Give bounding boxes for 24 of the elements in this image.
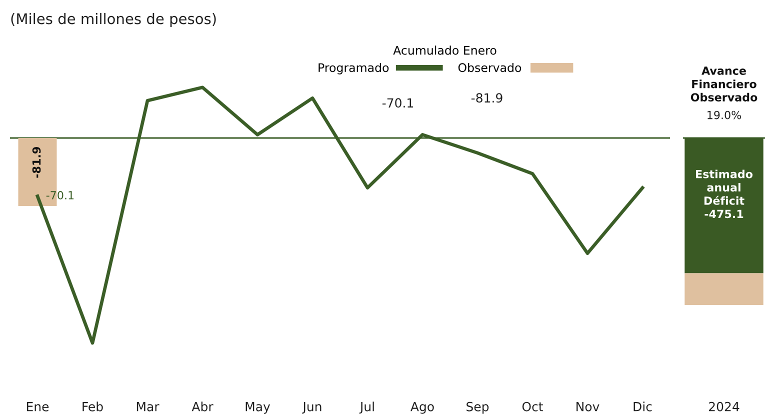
x-tick-label: Jul (359, 402, 374, 414)
x-tick-label: Sep (466, 402, 489, 414)
x-tick-label: Nov (576, 402, 600, 412)
annotation: -81.9 (471, 93, 502, 103)
data-label: -70.1 (46, 191, 74, 200)
data-label: -81.9 (32, 147, 41, 178)
x-tick-label: May (246, 402, 270, 414)
text: 19.0% (708, 110, 742, 120)
legend-label: Programado (318, 62, 389, 74)
x-tick-label: Ene (26, 402, 49, 412)
x-tick-label: Feb (82, 402, 103, 412)
annotation: Estimado anual Déficit -475.1 (696, 170, 753, 218)
legend-label: Observado (458, 62, 522, 72)
x-tick-label: Jun (302, 402, 322, 414)
legend-title: Acumulado Enero (393, 46, 496, 55)
chart-title: (Miles de millones de pesos) (11, 12, 216, 28)
x-tick-label: Abr (192, 402, 214, 412)
x-tick-label: Dic (634, 402, 652, 412)
x-tick-label: Mar (136, 402, 160, 412)
x-tick-label: Ago (410, 402, 434, 414)
x-tick-label: Oct (522, 402, 544, 412)
x-tick-label: 2024 (709, 402, 740, 412)
annotation: -70.1 (382, 98, 414, 108)
text: Avance Financiero Observado (690, 66, 758, 102)
